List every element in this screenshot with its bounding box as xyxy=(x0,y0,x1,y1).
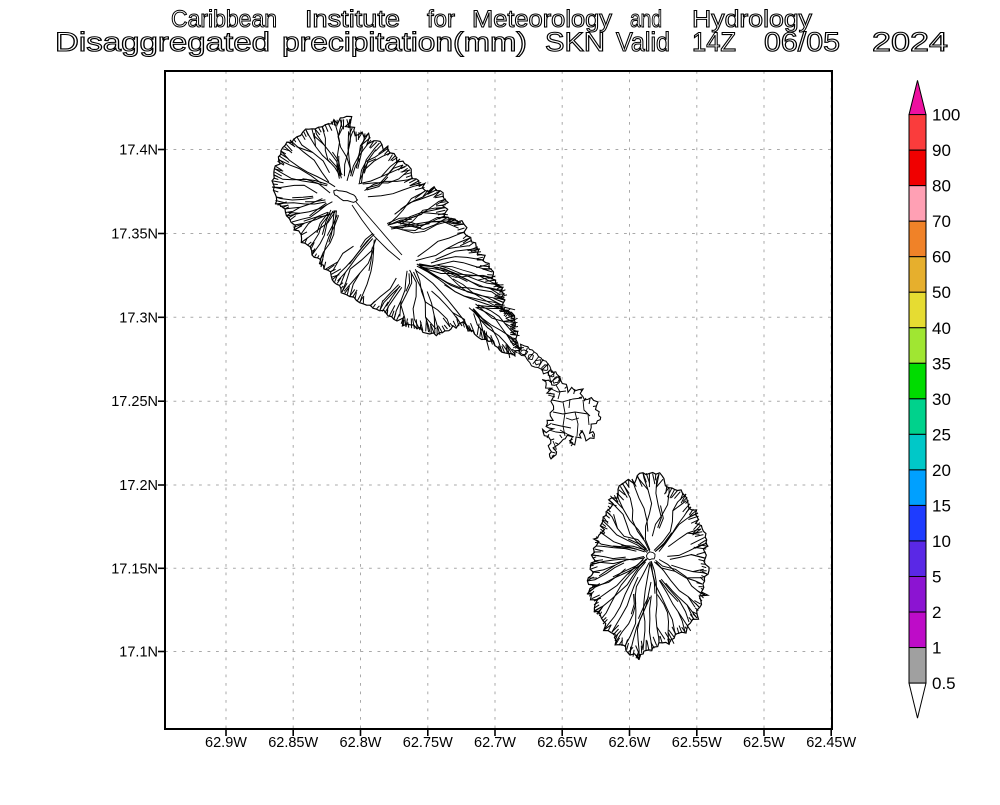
svg-text:62.8W: 62.8W xyxy=(340,735,382,751)
svg-text:70: 70 xyxy=(932,212,951,231)
svg-text:5: 5 xyxy=(932,568,941,587)
svg-text:40: 40 xyxy=(932,319,951,338)
svg-text:precipitation(mm): precipitation(mm) xyxy=(282,27,527,57)
svg-text:60: 60 xyxy=(932,248,951,267)
svg-text:Institute: Institute xyxy=(305,6,400,33)
svg-text:Valid: Valid xyxy=(616,27,670,57)
svg-text:17.25N: 17.25N xyxy=(111,394,158,410)
svg-text:62.55W: 62.55W xyxy=(672,735,722,751)
svg-text:Hydrology: Hydrology xyxy=(692,6,813,33)
svg-text:17.35N: 17.35N xyxy=(111,227,158,243)
svg-text:14Z: 14Z xyxy=(692,27,736,57)
svg-text:62.7W: 62.7W xyxy=(474,735,516,751)
svg-text:62.65W: 62.65W xyxy=(537,735,587,751)
svg-text:80: 80 xyxy=(932,177,951,196)
svg-text:0.5: 0.5 xyxy=(932,674,956,693)
svg-text:17.2N: 17.2N xyxy=(119,478,158,494)
svg-text:2: 2 xyxy=(932,603,941,622)
svg-text:100: 100 xyxy=(932,106,960,125)
svg-text:62.75W: 62.75W xyxy=(403,735,453,751)
svg-text:Caribbean: Caribbean xyxy=(171,6,277,33)
svg-text:62.85W: 62.85W xyxy=(268,735,318,751)
svg-text:62.9W: 62.9W xyxy=(205,735,247,751)
svg-text:15: 15 xyxy=(932,496,951,515)
svg-text:Disaggregated: Disaggregated xyxy=(55,27,270,57)
svg-text:SKN: SKN xyxy=(545,27,605,57)
svg-text:and: and xyxy=(630,6,662,33)
svg-text:for: for xyxy=(427,6,455,33)
svg-text:62.5W: 62.5W xyxy=(743,735,785,751)
svg-text:90: 90 xyxy=(932,141,951,160)
svg-text:20: 20 xyxy=(932,461,951,480)
svg-text:06/05: 06/05 xyxy=(764,27,840,57)
svg-text:35: 35 xyxy=(932,354,951,373)
svg-text:30: 30 xyxy=(932,390,951,409)
svg-text:1: 1 xyxy=(932,639,941,658)
svg-text:17.1N: 17.1N xyxy=(119,645,158,661)
svg-text:10: 10 xyxy=(932,532,951,551)
svg-text:25: 25 xyxy=(932,425,951,444)
svg-text:62.45W: 62.45W xyxy=(806,735,856,751)
svg-text:Meteorology: Meteorology xyxy=(472,6,613,33)
svg-text:17.15N: 17.15N xyxy=(111,561,158,577)
svg-text:62.6W: 62.6W xyxy=(609,735,651,751)
svg-text:17.4N: 17.4N xyxy=(119,143,158,159)
svg-text:50: 50 xyxy=(932,283,951,302)
svg-text:17.3N: 17.3N xyxy=(119,310,158,326)
svg-text:2024: 2024 xyxy=(872,27,948,57)
